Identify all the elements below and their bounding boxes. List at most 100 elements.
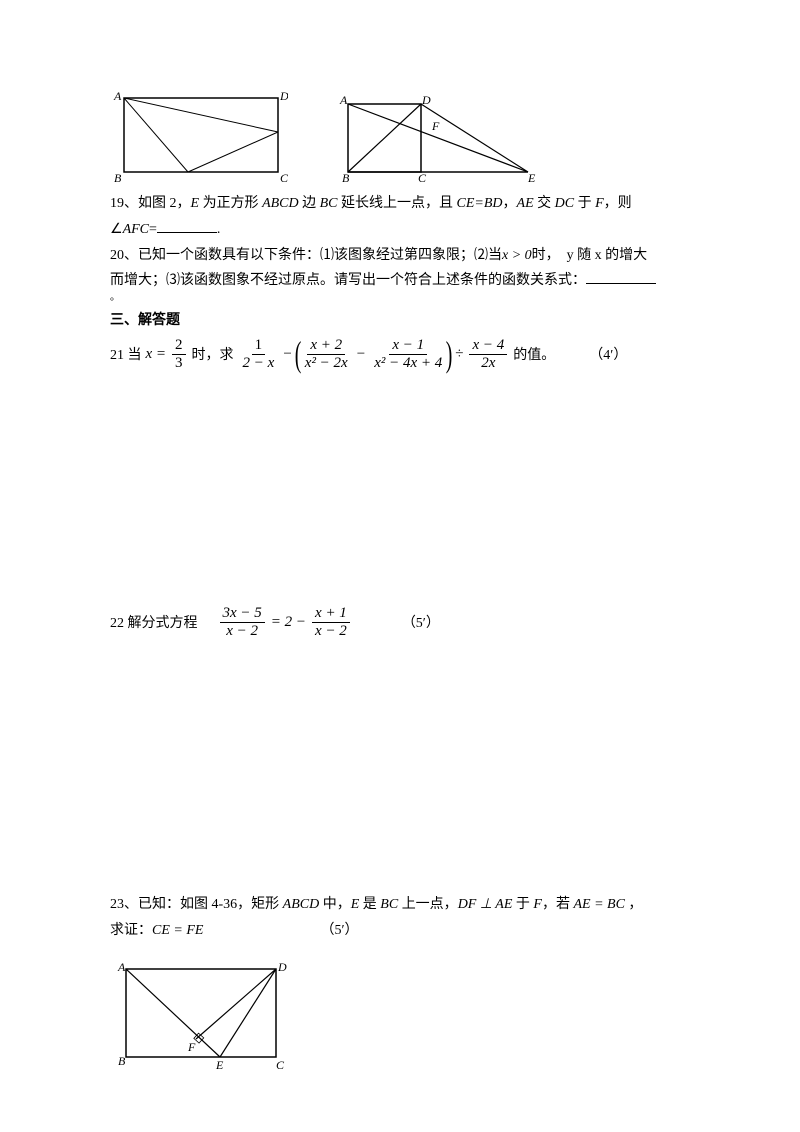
svg-text:B: B bbox=[114, 171, 122, 184]
q23-E: E bbox=[351, 897, 360, 912]
svg-text:D: D bbox=[279, 89, 288, 103]
d: x² − 2x bbox=[302, 355, 351, 372]
n: 1 bbox=[252, 337, 266, 355]
q19-t1: 19、如图 2， bbox=[110, 196, 191, 211]
workspace-1 bbox=[110, 375, 690, 605]
q23-DFAE: DF ⊥ AE bbox=[458, 897, 513, 912]
q22-f1: 3x − 5x − 2 bbox=[220, 605, 265, 639]
q19-F: F bbox=[595, 196, 604, 211]
q21-suffix: 的值。 bbox=[513, 344, 555, 364]
q19-BC: BC bbox=[320, 196, 338, 211]
q23-t6: ，若 bbox=[542, 897, 574, 912]
q19-E: E bbox=[191, 196, 200, 211]
svg-text:E: E bbox=[215, 1058, 224, 1072]
q20-line1: 20、已知一个函数具有以下条件：⑴该图象经过第四象限；⑵当x > 0时， y 随… bbox=[110, 244, 690, 268]
q23-prove: 求证： bbox=[110, 923, 152, 938]
n: x + 2 bbox=[307, 337, 345, 355]
rparen: ) bbox=[446, 340, 453, 369]
q19-t2: 为正方形 bbox=[199, 196, 262, 211]
q19-t7: 于 bbox=[574, 196, 595, 211]
q19-t3: 边 bbox=[299, 196, 320, 211]
svg-text:A: A bbox=[117, 960, 126, 974]
svg-text:B: B bbox=[118, 1054, 126, 1068]
q19-t5: ， bbox=[503, 196, 517, 211]
q19-t6: 交 bbox=[534, 196, 555, 211]
q19-angle: ∠ bbox=[110, 222, 123, 237]
q23-t5: 于 bbox=[512, 897, 533, 912]
q22: 22 解分式方程 3x − 5x − 2 = 2 − x + 1x − 2 （5… bbox=[110, 605, 690, 639]
n: x − 1 bbox=[389, 337, 427, 355]
n: x + 1 bbox=[312, 605, 350, 623]
q23-AEBC: AE = BC bbox=[573, 897, 624, 912]
q20-t3: 而增大；⑶该函数图象不经过原点。请写出一个符合上述条件的函数关系式： bbox=[110, 273, 586, 288]
q23-t4: 上一点， bbox=[398, 897, 458, 912]
d: x − 2 bbox=[312, 623, 350, 640]
svg-text:F: F bbox=[431, 119, 440, 133]
q22-prefix: 22 解分式方程 bbox=[110, 612, 198, 632]
q21-f2: x + 2x² − 2x bbox=[302, 337, 351, 371]
svg-text:A: A bbox=[113, 89, 122, 103]
q23-t7: ， bbox=[625, 897, 643, 912]
q21-frac-2-3: 23 bbox=[172, 337, 186, 371]
q23-ABCD: ABCD bbox=[283, 897, 320, 912]
section-three: 三、解答题 bbox=[110, 309, 690, 329]
q20-line2: 而增大；⑶该函数图象不经过原点。请写出一个符合上述条件的函数关系式： bbox=[110, 269, 690, 293]
n: 3x − 5 bbox=[220, 605, 265, 623]
div: ÷ bbox=[455, 346, 463, 363]
q21-pts: （4′） bbox=[589, 344, 627, 364]
d: 2 − x bbox=[240, 355, 278, 372]
svg-text:D: D bbox=[277, 960, 287, 974]
q23-t2: 中， bbox=[319, 897, 351, 912]
q19-t8: ，则 bbox=[604, 196, 632, 211]
workspace-2 bbox=[110, 643, 690, 893]
q21-mid: 时，求 bbox=[192, 344, 234, 364]
q19-DC: DC bbox=[555, 196, 574, 211]
q23-F: F bbox=[533, 897, 542, 912]
minus1: − bbox=[283, 346, 291, 363]
q19-CEBD: CE=BD bbox=[457, 196, 503, 211]
q19-t4: 延长线上一点，且 bbox=[338, 196, 457, 211]
figure-3: A D B C E F bbox=[110, 957, 690, 1073]
lparen: ( bbox=[294, 340, 301, 369]
q19-line2: ∠AFC=. bbox=[110, 218, 690, 242]
q19-eq: = bbox=[149, 222, 157, 237]
d: x − 2 bbox=[223, 623, 261, 640]
q23-line2: 求证：CE = FE （5′） bbox=[110, 919, 690, 943]
n: x − 4 bbox=[469, 337, 507, 355]
q21: 21 当 x = 23 时，求 12 − x − ( x + 2x² − 2x … bbox=[110, 337, 690, 371]
q21-prefix: 21 当 bbox=[110, 344, 142, 364]
q19-ABCD: ABCD bbox=[262, 196, 299, 211]
q20-blank[interactable] bbox=[586, 269, 656, 284]
q23-t3: 是 bbox=[359, 897, 380, 912]
svg-text:C: C bbox=[280, 171, 288, 184]
q19-line1: 19、如图 2，E 为正方形 ABCD 边 BC 延长线上一点，且 CE=BD，… bbox=[110, 192, 690, 216]
q20-t2: 时， y 随 x 的增大 bbox=[532, 248, 648, 263]
svg-text:C: C bbox=[276, 1058, 285, 1072]
q22-f2: x + 1x − 2 bbox=[312, 605, 350, 639]
figures-row: A D B C A D B C E F bbox=[110, 88, 690, 184]
svg-text:B: B bbox=[342, 171, 350, 184]
q20-xgt0: x > 0 bbox=[502, 248, 532, 263]
q21-xeq: x = bbox=[146, 346, 167, 363]
q23-line1: 23、已知：如图 4-36，矩形 ABCD 中，E 是 BC 上一点，DF ⊥ … bbox=[110, 893, 690, 917]
q21-f4: x − 42x bbox=[469, 337, 507, 371]
svg-text:E: E bbox=[527, 171, 536, 184]
q23-pts: （5′） bbox=[320, 923, 358, 938]
q19-AE: AE bbox=[517, 196, 534, 211]
q22-eq: = 2 − bbox=[271, 614, 306, 631]
q20-t1: 20、已知一个函数具有以下条件：⑴该图象经过第四象限；⑵当 bbox=[110, 248, 502, 263]
q23-CEFE: CE = FE bbox=[152, 923, 203, 938]
q21-f3: x − 1x² − 4x + 4 bbox=[371, 337, 445, 371]
q19-blank[interactable] bbox=[157, 218, 217, 233]
minus2: − bbox=[357, 346, 365, 363]
q19-dot: . bbox=[217, 222, 221, 237]
q21-f1: 12 − x bbox=[240, 337, 278, 371]
tiny-mark: 。 bbox=[110, 293, 690, 303]
svg-text:A: A bbox=[339, 96, 348, 107]
q23-BC: BC bbox=[380, 897, 398, 912]
d: x² − 4x + 4 bbox=[371, 355, 445, 372]
figure-2: A D B C E F bbox=[328, 96, 538, 184]
d: 2x bbox=[478, 355, 498, 372]
figure-1: A D B C bbox=[110, 88, 288, 184]
svg-text:D: D bbox=[421, 96, 431, 107]
